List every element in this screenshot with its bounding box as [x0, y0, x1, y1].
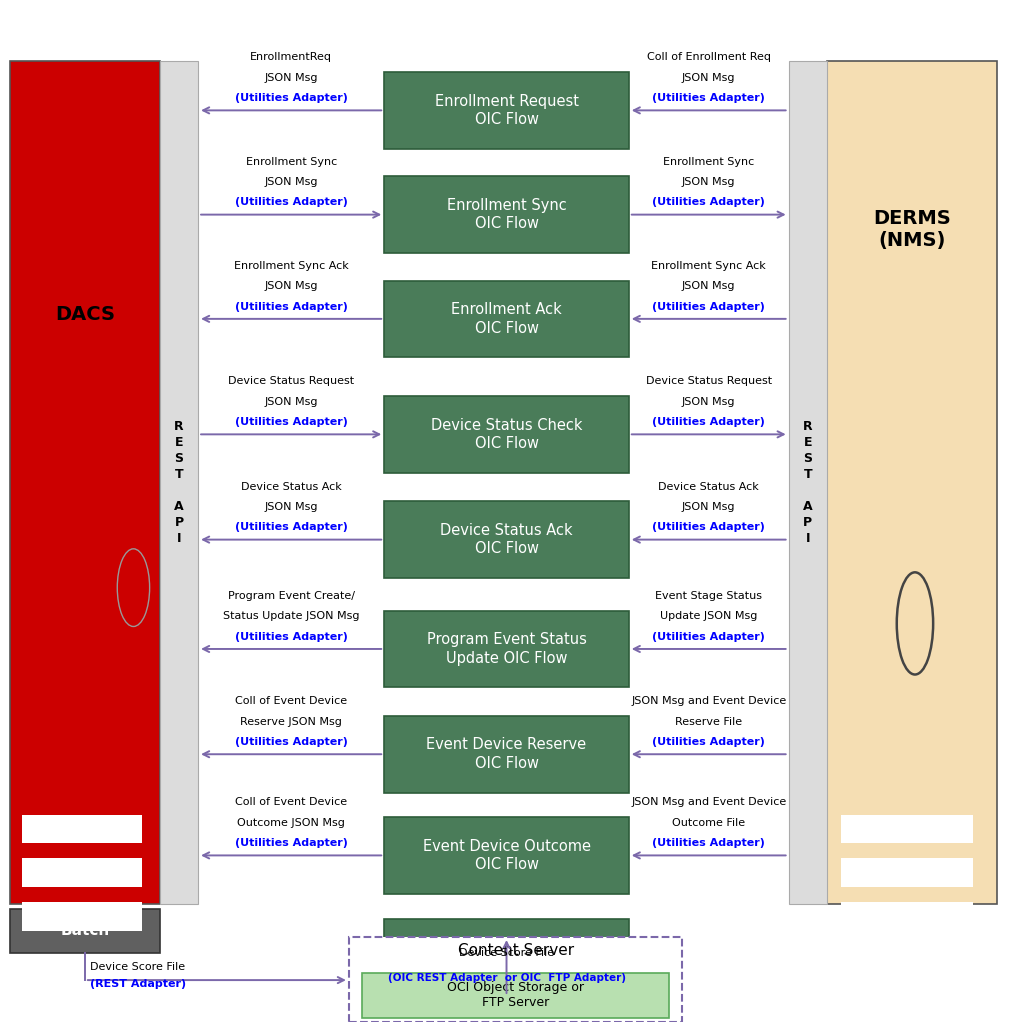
Text: JSON Msg: JSON Msg	[265, 502, 317, 512]
Bar	[789, 61, 827, 904]
Text: (Utilities Adapter): (Utilities Adapter)	[235, 632, 348, 642]
Text: JSON Msg: JSON Msg	[682, 281, 735, 291]
Text: Update JSON Msg: Update JSON Msg	[660, 611, 757, 621]
Text: DACS: DACS	[55, 305, 115, 324]
Text: JSON Msg: JSON Msg	[682, 397, 735, 407]
Bar	[384, 502, 629, 578]
Bar	[10, 61, 160, 904]
Text: Enrollment Sync: Enrollment Sync	[246, 156, 337, 167]
Text: OCI Object Storage or
FTP Server: OCI Object Storage or FTP Server	[447, 981, 584, 1010]
Bar	[22, 815, 142, 843]
Bar	[349, 937, 682, 1022]
Text: (REST Adapter): (REST Adapter)	[90, 979, 186, 989]
Bar	[384, 176, 629, 252]
Text: Device Status Request: Device Status Request	[228, 376, 354, 386]
Text: Enrollment Sync: Enrollment Sync	[663, 156, 754, 167]
Text: (Utilities Adapter): (Utilities Adapter)	[652, 522, 765, 532]
Bar	[384, 281, 629, 358]
Bar	[22, 902, 142, 931]
Text: Program Event Status
Update OIC Flow: Program Event Status Update OIC Flow	[427, 633, 586, 665]
Text: EnrollmentReq: EnrollmentReq	[250, 52, 333, 62]
Text: (Utilities Adapter): (Utilities Adapter)	[652, 197, 765, 207]
Text: Reserve File: Reserve File	[675, 716, 742, 727]
Text: Batch: Batch	[61, 923, 109, 938]
Bar	[841, 902, 973, 931]
Text: Enrollment Request
OIC Flow: Enrollment Request OIC Flow	[435, 94, 578, 127]
Bar	[841, 815, 973, 843]
Bar	[384, 715, 629, 793]
Text: Enrollment Sync Ack: Enrollment Sync Ack	[234, 261, 349, 271]
Text: (Utilities Adapter): (Utilities Adapter)	[652, 93, 765, 103]
Text: JSON Msg and Event Device: JSON Msg and Event Device	[631, 696, 787, 706]
Text: Coll of Event Device: Coll of Event Device	[236, 696, 347, 706]
Text: Content Server: Content Server	[458, 943, 573, 958]
Text: Device Status Check
OIC Flow: Device Status Check OIC Flow	[431, 418, 582, 451]
Text: Status Update JSON Msg: Status Update JSON Msg	[222, 611, 360, 621]
Text: (Utilities Adapter): (Utilities Adapter)	[235, 522, 348, 532]
Text: R
E
S
T
 
A
P
I: R E S T A P I	[803, 420, 813, 546]
Bar	[160, 61, 198, 904]
Bar	[10, 909, 160, 953]
Text: Device Score File: Device Score File	[90, 962, 185, 972]
Text: DERMS
(NMS): DERMS (NMS)	[874, 210, 950, 250]
Text: JSON Msg: JSON Msg	[265, 73, 317, 83]
Text: Device Status Request: Device Status Request	[646, 376, 771, 386]
Text: (Utilities Adapter): (Utilities Adapter)	[652, 632, 765, 642]
Text: JSON Msg: JSON Msg	[265, 397, 317, 407]
Text: Device Status Ack
OIC Flow: Device Status Ack OIC Flow	[440, 523, 573, 556]
Text: (Utilities Adapter): (Utilities Adapter)	[235, 417, 348, 427]
Text: Enrollment Ack
OIC Flow: Enrollment Ack OIC Flow	[451, 303, 562, 335]
Text: Coll of Enrollment Req: Coll of Enrollment Req	[647, 52, 770, 62]
Text: Enrollment Sync Ack: Enrollment Sync Ack	[651, 261, 766, 271]
Text: JSON Msg and Event Device: JSON Msg and Event Device	[631, 797, 787, 807]
Text: Enrollment Sync
OIC Flow: Enrollment Sync OIC Flow	[447, 198, 566, 231]
Text: JSON Msg: JSON Msg	[265, 281, 317, 291]
Text: JSON Msg: JSON Msg	[682, 177, 735, 187]
Text: Reserve JSON Msg: Reserve JSON Msg	[241, 716, 342, 727]
Text: Event Device Reserve
OIC Flow: Event Device Reserve OIC Flow	[427, 738, 586, 771]
Bar	[384, 72, 629, 148]
Text: Coll of Event Device: Coll of Event Device	[236, 797, 347, 807]
Text: (OIC REST Adapter  or OIC  FTP Adapter): (OIC REST Adapter or OIC FTP Adapter)	[387, 973, 626, 983]
Text: Outcome JSON Msg: Outcome JSON Msg	[238, 818, 345, 828]
Bar	[384, 818, 629, 893]
Text: Device Score File: Device Score File	[459, 948, 554, 959]
Text: (Utilities Adapter): (Utilities Adapter)	[235, 737, 348, 747]
Bar	[827, 61, 997, 904]
Text: Event Device Outcome
OIC Flow: Event Device Outcome OIC Flow	[423, 839, 590, 872]
Text: R
E
S
T
 
A
P
I: R E S T A P I	[174, 420, 184, 546]
Text: JSON Msg: JSON Msg	[682, 502, 735, 512]
Bar	[841, 858, 973, 887]
Text: (Utilities Adapter): (Utilities Adapter)	[235, 838, 348, 848]
Text: Device Status Ack: Device Status Ack	[241, 481, 342, 492]
Bar	[362, 973, 669, 1018]
Bar	[384, 610, 629, 687]
Text: (Utilities Adapter): (Utilities Adapter)	[235, 93, 348, 103]
Bar	[384, 397, 629, 472]
Text: Outcome File: Outcome File	[672, 818, 745, 828]
Text: JSON Msg: JSON Msg	[265, 177, 317, 187]
Bar	[22, 858, 142, 887]
Text: (Utilities Adapter): (Utilities Adapter)	[652, 838, 765, 848]
Text: (Utilities Adapter): (Utilities Adapter)	[652, 737, 765, 747]
Text: (Utilities Adapter): (Utilities Adapter)	[235, 301, 348, 312]
Text: Send Device Score
OIC Flow: Send Device Score OIC Flow	[438, 941, 575, 974]
Text: (Utilities Adapter): (Utilities Adapter)	[652, 301, 765, 312]
Text: Device Status Ack: Device Status Ack	[658, 481, 759, 492]
Bar	[384, 920, 629, 995]
Text: JSON Msg: JSON Msg	[682, 73, 735, 83]
Text: (Utilities Adapter): (Utilities Adapter)	[652, 417, 765, 427]
Text: Program Event Create/: Program Event Create/	[227, 591, 355, 601]
Text: (Utilities Adapter): (Utilities Adapter)	[235, 197, 348, 207]
Text: Event Stage Status: Event Stage Status	[655, 591, 762, 601]
